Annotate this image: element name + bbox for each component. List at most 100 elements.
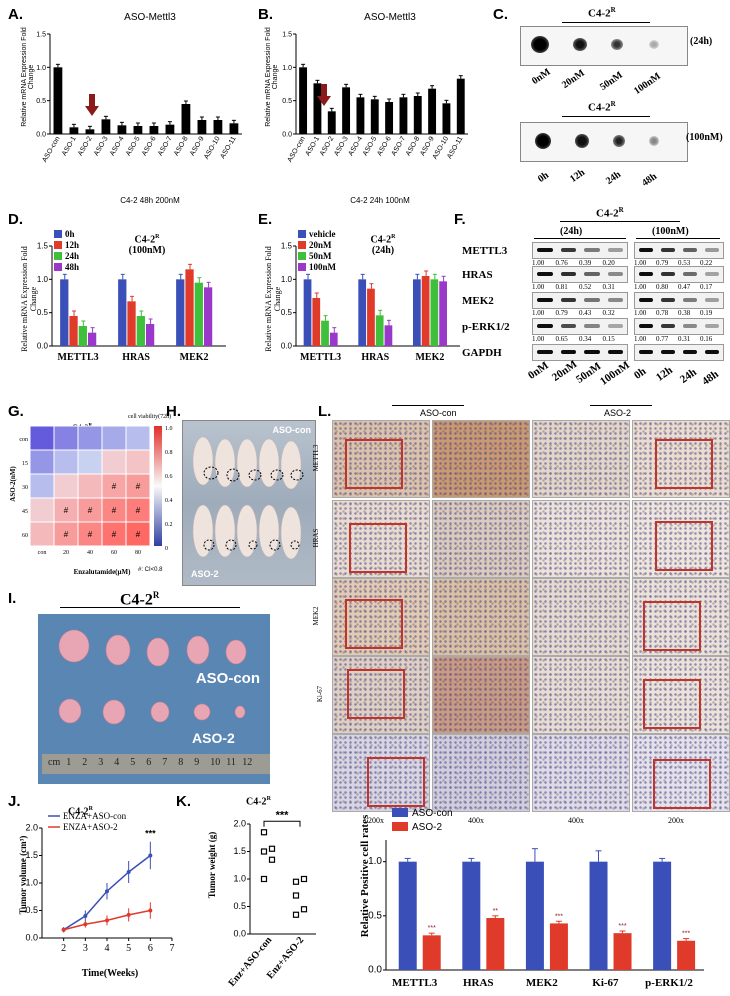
panel-c-bot-lane: 12h	[568, 167, 588, 186]
bar	[313, 83, 322, 134]
zoom-region-box	[349, 523, 407, 573]
bar	[525, 861, 544, 970]
bar	[101, 119, 111, 134]
y-tick-label: 0.0	[282, 132, 292, 139]
wb-band	[607, 350, 623, 354]
bar	[549, 923, 568, 970]
wb-quant-value: 1.00	[532, 259, 545, 267]
y-tick-label: 0.5	[282, 98, 292, 105]
data-point	[83, 922, 88, 927]
y-tick-label: 1.5	[233, 846, 246, 856]
y-tick-label: 0.0	[36, 132, 46, 139]
panel-label-k: K.	[176, 793, 191, 810]
heatmap-cell	[29, 497, 55, 523]
bar	[312, 298, 321, 346]
x-tick-label: ASO-con	[287, 135, 307, 163]
wb-lane-label: 0h	[632, 365, 649, 382]
bar	[69, 127, 79, 134]
bar	[356, 97, 365, 134]
row-label: 30	[22, 485, 28, 491]
ihc-image	[632, 734, 730, 812]
wb-quant-value: 0.76	[555, 259, 568, 267]
wb-band	[661, 248, 675, 252]
blot-dot	[535, 133, 551, 149]
heatmap-cell	[29, 521, 55, 547]
panel-f-grp2-bar	[636, 238, 720, 239]
significance-mark: ***	[555, 913, 563, 920]
ihc-image	[532, 420, 630, 498]
data-point	[268, 845, 276, 852]
y-tick-label: 0.0	[233, 929, 246, 939]
chart-j: 0.0 0.5 1.0 1.5 2.0 2 3 4 5 6 7 ENZA+ASO-conENZA+AS…	[25, 811, 174, 954]
legend-swatch	[54, 263, 62, 271]
ruler-mark: 4	[114, 757, 120, 768]
col-label: 20	[63, 550, 69, 556]
ci-mark: #	[136, 506, 141, 515]
wb-band	[537, 324, 553, 328]
wb-band-strip	[532, 318, 628, 335]
ihc-image	[432, 734, 530, 812]
wb-band	[661, 324, 675, 328]
x-tick-label: ASO-4	[109, 135, 126, 157]
panel-l-group1: ASO-con	[420, 408, 457, 418]
wb-band	[639, 272, 653, 276]
dot-blot-24h	[520, 26, 688, 66]
zoom-region-box	[345, 599, 403, 649]
data-point	[148, 908, 153, 913]
wb-quant-value: 0.38	[678, 309, 691, 317]
x-tick-label: METTL3	[58, 352, 99, 363]
wb-quant-value: 0.34	[579, 335, 592, 343]
x-tick-label: MEK2	[180, 352, 209, 363]
bar	[181, 104, 191, 134]
data-point	[126, 870, 131, 874]
wb-band	[537, 272, 553, 276]
data-point	[292, 911, 300, 918]
ihc-image	[432, 420, 530, 498]
magnification-label: 200x	[368, 816, 384, 825]
magnification-label: 200x	[668, 816, 684, 825]
legend-label: 50nM	[309, 251, 332, 261]
panel-f-group1: (24h)	[560, 226, 583, 237]
wb-row-label: MEK2	[462, 295, 494, 307]
wb-band	[560, 272, 576, 276]
ihc-image	[632, 578, 730, 656]
x-tick-label: ASO-6	[141, 135, 158, 157]
ihc-image	[532, 500, 630, 578]
ruler-mark: 6	[146, 757, 152, 768]
panel-label-c: C.	[493, 6, 508, 23]
y-tick-label: 1.5	[37, 242, 49, 251]
ruler-mark: 8	[178, 757, 184, 768]
wb-band	[560, 248, 576, 252]
y-tick-label: 2.0	[233, 819, 246, 829]
mice-illustration	[192, 436, 304, 560]
legend-label: ASO-2	[412, 822, 442, 833]
x-tick-label: METTL3	[392, 977, 438, 989]
x-tick-label: ASO-3	[93, 135, 110, 157]
bar	[53, 67, 63, 134]
row-label: con	[19, 437, 28, 443]
bar	[69, 316, 78, 346]
wb-row-label: p-ERK1/2	[462, 321, 510, 333]
wb-band	[705, 272, 719, 276]
heatmap-cell	[125, 473, 151, 499]
wb-band	[639, 350, 653, 354]
col-label: 60	[111, 550, 117, 556]
wb-quant-value: 1.00	[532, 309, 545, 317]
dot-blot-100nm	[520, 122, 688, 162]
ruler-mark: 11	[226, 757, 236, 768]
bar	[462, 861, 481, 970]
legend-label: 100nM	[309, 262, 337, 272]
data-point	[260, 829, 268, 836]
wb-quant-value: 0.80	[656, 283, 669, 291]
bar	[203, 287, 213, 346]
ci-mark: #	[136, 482, 141, 491]
ci-mark: #	[136, 530, 141, 539]
wb-band-strip	[532, 242, 628, 259]
zoom-region-box	[655, 521, 713, 571]
x-tick-label: 2	[61, 943, 66, 954]
bar	[321, 320, 329, 346]
x-tick-label: ASO-8	[173, 135, 190, 157]
ihc-row-label: Ki-67	[316, 685, 324, 703]
bar	[78, 326, 87, 346]
ihc-image	[532, 734, 630, 812]
